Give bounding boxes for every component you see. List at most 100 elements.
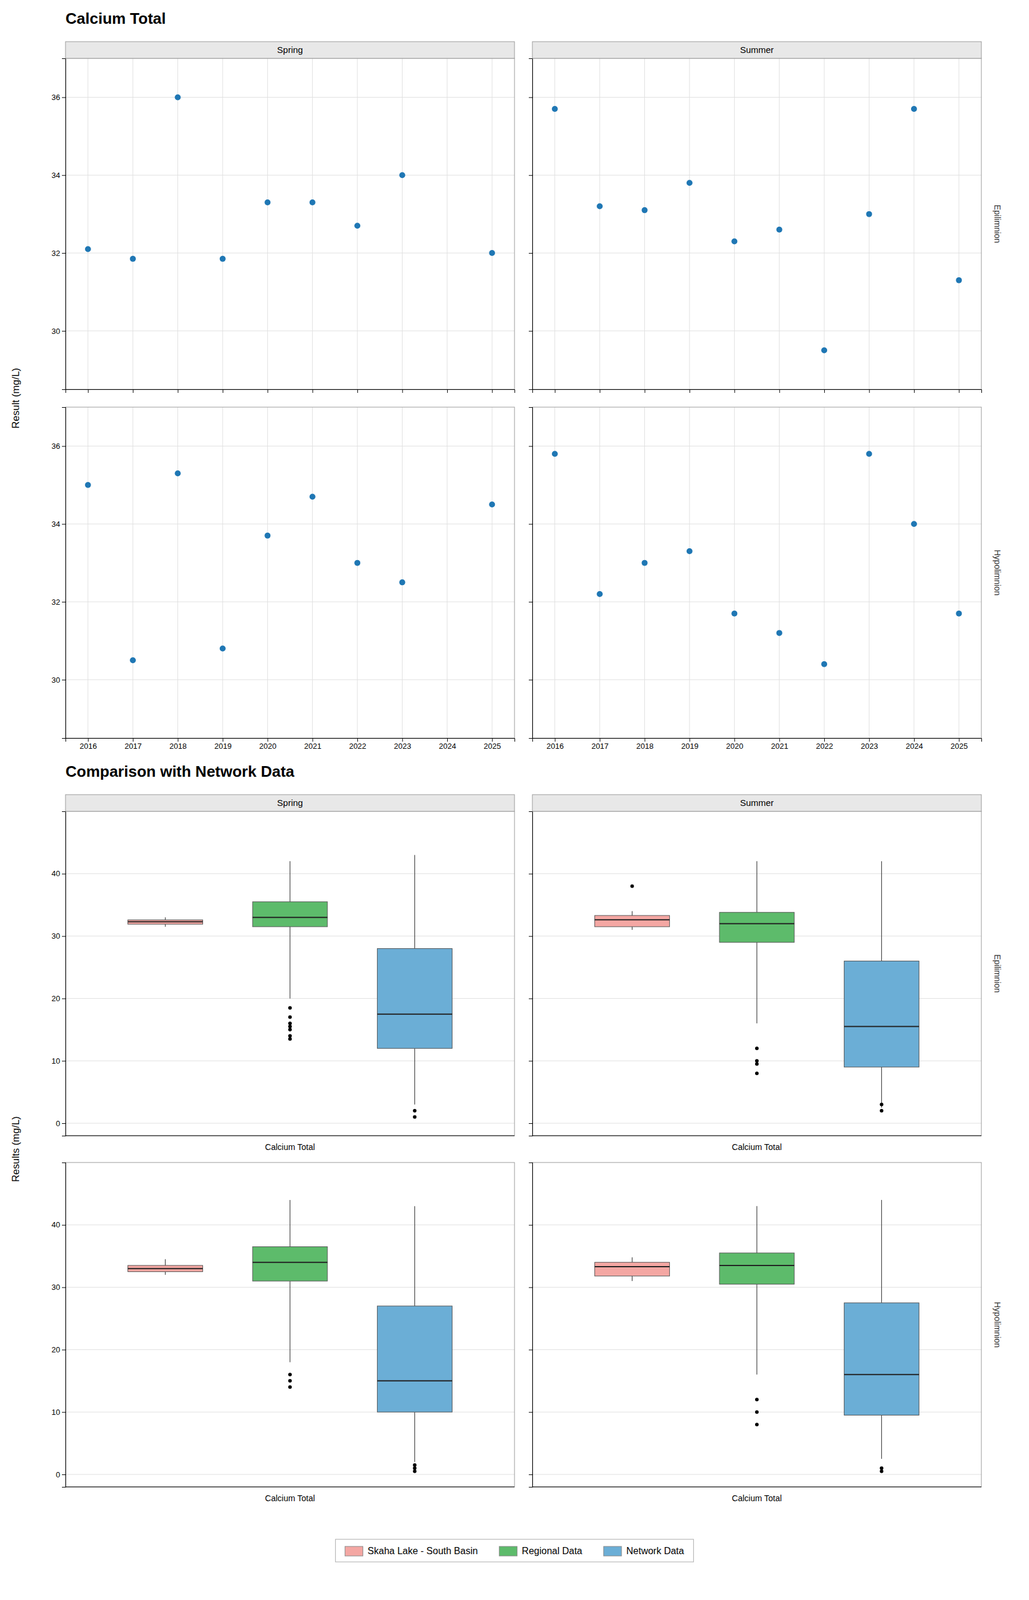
box-flier: [412, 1467, 417, 1471]
panel: 2016201720182019202020212022202320242025…: [528, 407, 1003, 751]
grid: [65, 874, 515, 1124]
tick-label: 0: [55, 1470, 61, 1480]
box-median: [377, 1014, 453, 1016]
tick-mark: [528, 524, 533, 525]
plot-frame: [532, 1162, 982, 1488]
tick-mark: [88, 389, 89, 394]
tick: 2023: [394, 738, 412, 751]
whisker-low: [289, 1281, 291, 1363]
tick-mark: [644, 738, 646, 742]
axis-domain: [528, 58, 533, 391]
box-body: [252, 902, 328, 928]
tick: [528, 602, 533, 603]
tick-mark: [61, 1123, 66, 1125]
tick-label: 2021: [304, 741, 322, 751]
tick-mark: [357, 389, 358, 394]
scatter-point: [641, 560, 648, 567]
tick-label: 2020: [259, 741, 277, 751]
marks: [552, 105, 963, 354]
tick-label: 20: [51, 1345, 61, 1355]
box-body: [377, 1306, 453, 1413]
tick-mark: [528, 936, 533, 938]
legend-swatch: [344, 1547, 363, 1557]
tick-mark: [178, 389, 179, 394]
box: [719, 861, 795, 1076]
scatter-point: [731, 610, 738, 617]
grid-line: [267, 407, 268, 739]
grid-line: [532, 1123, 982, 1125]
tick-mark: [222, 389, 224, 394]
tick: [312, 389, 314, 394]
whisker-high: [756, 861, 757, 913]
row-label: Hypolimnion: [992, 549, 1003, 596]
grid: [88, 58, 493, 390]
tick-mark: [61, 1225, 66, 1227]
tick-mark: [824, 738, 825, 742]
box-flier: [288, 1025, 292, 1029]
grid-line: [824, 407, 825, 739]
grid-line: [132, 407, 134, 739]
tick: [402, 389, 404, 394]
grid-line: [65, 1475, 515, 1476]
panel: Calcium TotalSummerEpilimnion: [528, 794, 1003, 1153]
tick-mark: [528, 1475, 533, 1476]
marks: [128, 855, 453, 1119]
scatter-point: [129, 256, 136, 263]
scatter-point: [776, 630, 783, 636]
x-tick-label: Calcium Total: [731, 1142, 782, 1153]
tick: [528, 1225, 533, 1227]
box-median: [377, 1380, 453, 1383]
plot-frame: [532, 407, 982, 739]
tick-label: 34: [51, 519, 61, 529]
whisker-high: [164, 917, 166, 921]
tick-mark: [61, 1349, 66, 1351]
grid: [554, 407, 960, 739]
tick-mark: [61, 1412, 66, 1414]
whisker-high: [881, 1200, 882, 1304]
axis-domain: [65, 1487, 515, 1489]
y-axis: [528, 1163, 533, 1489]
tick-mark: [528, 97, 533, 98]
tick-label: 36: [51, 441, 61, 451]
box-body: [844, 961, 920, 1068]
x-axis: [532, 389, 982, 394]
tick-label: 2021: [771, 741, 789, 751]
tick: [528, 1123, 533, 1125]
box-body: [377, 949, 453, 1050]
tick: [528, 253, 533, 254]
box-flier: [879, 1470, 884, 1474]
x-axis: 2016201720182019202020212022202320242025: [66, 738, 516, 751]
box-flier: [755, 1410, 759, 1415]
whisker-low: [881, 1415, 882, 1459]
tick: 2022: [815, 738, 834, 751]
tick-mark: [61, 1061, 66, 1062]
tick-mark: [779, 738, 781, 742]
grid-line: [778, 407, 780, 739]
grid-line: [312, 407, 313, 739]
grid-line: [868, 58, 870, 390]
strip-label: Summer: [740, 44, 775, 55]
box-flier: [288, 1028, 292, 1032]
tick: 2018: [169, 738, 187, 751]
whisker-low: [631, 1276, 633, 1282]
axis-domain: [66, 390, 516, 394]
scatter-point: [641, 207, 648, 214]
box-median: [594, 1266, 670, 1268]
row-label: Hypolimnion: [992, 1302, 1003, 1349]
box-body: [128, 920, 204, 925]
scatter-point: [596, 203, 603, 210]
tick-mark: [958, 389, 960, 394]
box-body: [844, 1303, 920, 1417]
plot-frame: [65, 407, 515, 739]
axis-domain: [528, 812, 533, 1137]
tick-label: 2018: [636, 741, 654, 751]
axis-domain: [61, 58, 67, 391]
box-flier: [412, 1115, 417, 1120]
tick: [528, 1412, 533, 1414]
tick-mark: [357, 738, 358, 742]
box-body: [594, 1263, 670, 1277]
scatter-point: [354, 560, 361, 567]
tick-mark: [222, 738, 224, 742]
legend-item: Regional Data: [499, 1546, 583, 1557]
grid-line: [599, 407, 601, 739]
